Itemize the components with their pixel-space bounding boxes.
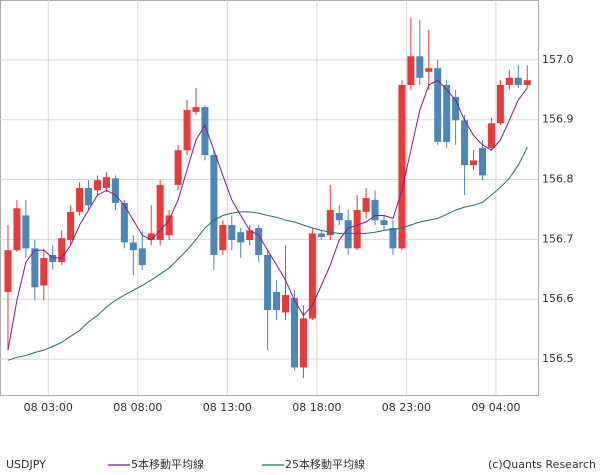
candle-body <box>219 225 227 251</box>
candle-body <box>85 187 93 206</box>
candle-body <box>326 210 334 236</box>
candle-body <box>478 147 486 176</box>
candle-body <box>94 180 102 191</box>
candle-body <box>452 96 460 121</box>
y-tick-label: 156.9 <box>542 113 574 126</box>
candle-body <box>496 84 504 124</box>
labels: 156.5 156.6 156.7 156.8 156.9 157.0 08 03:00 08… <box>24 53 574 471</box>
legend-label: 5本移動平均線 <box>131 457 204 471</box>
candle-body <box>514 77 522 85</box>
candle-body <box>40 257 48 286</box>
candle-body <box>129 242 137 251</box>
grid <box>0 0 538 395</box>
x-tick-label: 08 13:00 <box>203 401 252 414</box>
candle-body <box>523 80 531 85</box>
candle-body <box>308 233 316 319</box>
marks <box>4 17 531 379</box>
candle-body <box>31 248 39 288</box>
candle-body <box>461 120 469 166</box>
candle-body <box>344 220 352 249</box>
candle-body <box>111 178 119 203</box>
candle-body <box>487 123 495 148</box>
candle-body <box>290 298 298 368</box>
candle-body <box>228 225 236 240</box>
candle-body <box>273 292 281 311</box>
y-tick-label: 156.5 <box>542 352 574 365</box>
candle-body <box>398 84 406 249</box>
candle-body <box>389 228 397 249</box>
candle-body <box>371 199 379 221</box>
candle-body <box>264 254 272 311</box>
legend-label: 25本移動平均線 <box>285 457 365 471</box>
candle-body <box>165 215 173 236</box>
moving-average-line <box>7 146 528 361</box>
candle-body <box>120 202 128 243</box>
candle-body <box>362 198 370 212</box>
candle-body <box>156 184 164 240</box>
candle-body <box>237 232 245 243</box>
x-tick-label: 08 23:00 <box>382 401 431 414</box>
candle-body <box>434 68 442 142</box>
candle-body <box>4 250 12 293</box>
x-tick-label: 08 18:00 <box>292 401 341 414</box>
y-tick-label: 156.6 <box>542 292 574 305</box>
candle-body <box>299 318 307 368</box>
candle-body <box>255 228 263 255</box>
candle-body <box>380 220 388 226</box>
candle-body <box>282 295 290 313</box>
candle-body <box>407 56 415 85</box>
candle-body <box>505 77 513 85</box>
credit: (c)Quants Research <box>488 458 596 471</box>
candle-body <box>174 150 182 185</box>
y-tick-label: 156.7 <box>542 232 574 245</box>
x-tick-label: 08 08:00 <box>113 401 162 414</box>
candle-body <box>13 208 21 251</box>
candle-body <box>317 233 325 237</box>
candle-body <box>147 233 155 240</box>
candle-body <box>138 248 146 266</box>
candle-body <box>58 238 66 263</box>
candle-body <box>67 211 75 240</box>
candle-body <box>201 107 209 156</box>
candle-body <box>22 215 30 249</box>
candle-body <box>416 56 424 78</box>
y-tick-label: 157.0 <box>542 53 574 66</box>
candle-body <box>443 84 451 142</box>
candle-body <box>353 210 361 249</box>
candle-body <box>102 177 110 188</box>
candle-body <box>470 160 478 166</box>
candle-body <box>49 254 57 263</box>
candle-body <box>192 107 200 112</box>
x-tick-label: 08 03:00 <box>24 401 73 414</box>
candle-body <box>425 68 433 72</box>
candle-body <box>183 110 191 151</box>
symbol-label: USDJPY <box>6 458 46 471</box>
moving-average-line <box>7 79 528 351</box>
x-tick-label: 09 04:00 <box>471 401 520 414</box>
y-tick-label: 156.8 <box>542 173 574 186</box>
candle-body <box>210 155 218 255</box>
candle-body <box>76 187 84 212</box>
candle-body <box>335 213 343 221</box>
candle-body <box>246 230 254 240</box>
